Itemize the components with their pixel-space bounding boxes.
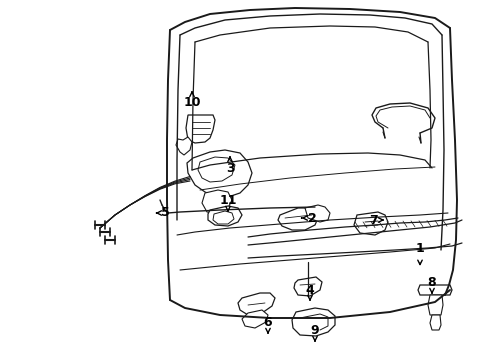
Polygon shape (202, 190, 232, 213)
Polygon shape (292, 308, 335, 336)
Polygon shape (430, 315, 441, 330)
Polygon shape (198, 157, 235, 182)
Text: 7: 7 (368, 213, 377, 226)
Text: 1: 1 (416, 242, 424, 255)
Text: 2: 2 (308, 211, 317, 225)
Polygon shape (354, 212, 388, 235)
Text: 3: 3 (226, 162, 234, 175)
Polygon shape (208, 206, 242, 226)
Polygon shape (294, 277, 322, 296)
Text: 5: 5 (161, 207, 170, 220)
Polygon shape (213, 211, 234, 224)
Polygon shape (176, 137, 192, 155)
Text: 9: 9 (311, 324, 319, 337)
Text: 10: 10 (183, 95, 201, 108)
Text: 6: 6 (264, 315, 272, 328)
Polygon shape (186, 115, 215, 143)
Polygon shape (305, 205, 330, 222)
Text: 11: 11 (219, 194, 237, 207)
Polygon shape (238, 293, 275, 315)
Text: 8: 8 (428, 275, 436, 288)
Polygon shape (418, 285, 452, 295)
Polygon shape (428, 295, 443, 315)
Polygon shape (242, 310, 268, 328)
Polygon shape (187, 150, 252, 197)
Polygon shape (278, 208, 318, 230)
Text: 4: 4 (306, 284, 315, 297)
